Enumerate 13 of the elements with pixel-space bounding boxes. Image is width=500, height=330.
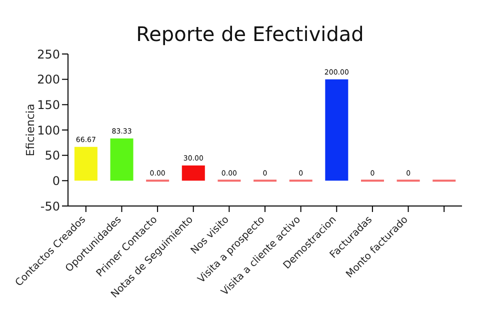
y-axis-title: Eficiencia [24,104,37,156]
y-tick-label: -50 [40,199,60,214]
bar [182,165,205,181]
y-tick-label: 250 [37,47,60,62]
chart-title: Reporte de Efectividad [135,22,365,46]
bar [325,79,348,181]
bar [74,146,98,181]
y-tick-label: 150 [37,98,60,112]
y-tick-label: 0 [52,174,60,188]
y-tick-label: 50 [44,148,60,163]
y-tick-label: 100 [37,123,60,138]
y-tick-label: 200 [37,72,60,87]
bar [110,138,134,181]
